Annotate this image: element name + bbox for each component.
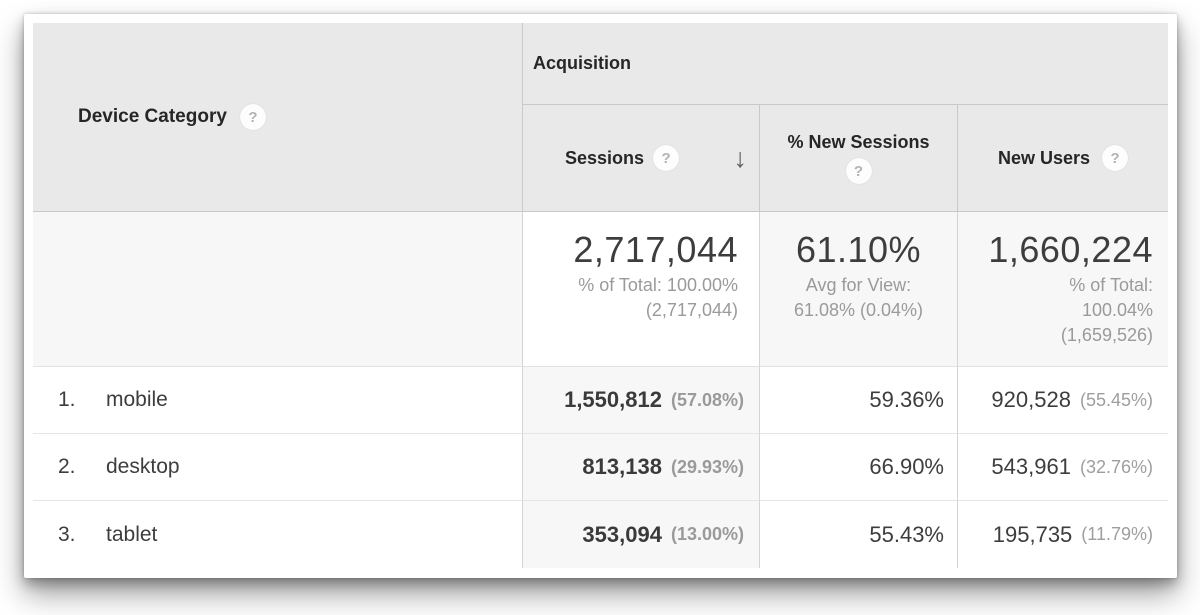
help-icon[interactable]: ? [239, 104, 266, 130]
table-row-device-mobile[interactable]: 1. mobile [33, 367, 523, 434]
analytics-table-card: Device Category ? Acquisition Sessions ?… [24, 14, 1177, 578]
sessions-value: 813,138 [582, 454, 662, 479]
device-category-table: Device Category ? Acquisition Sessions ?… [33, 23, 1168, 568]
sessions-header-label: Sessions [565, 147, 645, 168]
new-users-note-line2: 100.04% [1081, 300, 1153, 320]
new-users-value: 920,528 [991, 387, 1071, 412]
acquisition-header-label: Acquisition [533, 53, 631, 73]
group-header-acquisition: Acquisition [523, 23, 1168, 105]
percent-new-sessions-value: 55.43% [869, 521, 944, 547]
summary-dimension-cell [33, 212, 523, 367]
column-header-percent-new-sessions[interactable]: % New Sessions ? [760, 105, 958, 212]
sessions-share: (29.93%) [670, 456, 744, 477]
sessions-value: 1,550,812 [564, 387, 662, 412]
summary-sessions-cell: 2,717,044 % of Total: 100.00% (2,717,044… [523, 212, 760, 367]
new-users-share: (55.45%) [1079, 389, 1153, 410]
row-rank: 1. [58, 388, 76, 411]
new-users-total-value: 1,660,224 [988, 229, 1153, 270]
percent-new-sessions-cell: 55.43% [760, 501, 958, 568]
percent-new-sessions-value: 66.90% [869, 454, 944, 479]
table-row-device-desktop[interactable]: 2. desktop [33, 434, 523, 501]
sessions-share: (13.00%) [670, 524, 744, 544]
new-users-note-line1: % of Total: [1069, 275, 1153, 295]
percent-new-sessions-avg-value: 61.10% [795, 229, 922, 270]
sessions-cell: 1,550,812 (57.08%) [523, 367, 760, 434]
sessions-total-note-line2: (2,717,044) [645, 300, 738, 320]
percent-new-sessions-cell: 59.36% [760, 367, 958, 434]
new-users-value: 543,961 [991, 454, 1071, 479]
new-users-value: 195,735 [992, 521, 1073, 547]
new-users-share: (32.76%) [1079, 456, 1153, 477]
percent-new-sessions-header-label: % New Sessions [787, 132, 930, 152]
new-users-cell: 543,961 (32.76%) [958, 434, 1168, 501]
help-icon[interactable]: ? [653, 145, 680, 171]
help-icon[interactable]: ? [1102, 145, 1129, 171]
sessions-total-note-line1: % of Total: 100.00% [578, 275, 738, 295]
sessions-cell: 353,094 (13.00%) [523, 501, 760, 568]
column-header-sessions[interactable]: Sessions ? ↓ [523, 105, 760, 212]
percent-new-sessions-note-line2: 61.08% (0.04%) [793, 300, 924, 320]
sessions-total-value: 2,717,044 [573, 229, 738, 270]
new-users-cell: 195,735 (11.79%) [958, 501, 1168, 568]
row-rank: 3. [58, 522, 76, 546]
percent-new-sessions-note-line1: Avg for View: [805, 275, 912, 295]
new-users-note-line3: (1,659,526) [1060, 325, 1153, 345]
device-label[interactable]: desktop [106, 455, 180, 478]
percent-new-sessions-cell: 66.90% [760, 434, 958, 501]
sessions-cell: 813,138 (29.93%) [523, 434, 760, 501]
summary-percent-new-sessions-cell: 61.10% Avg for View: 61.08% (0.04%) [760, 212, 958, 367]
table-row-device-tablet[interactable]: 3. tablet [33, 501, 523, 568]
device-label[interactable]: tablet [106, 522, 158, 546]
new-users-header-label: New Users [997, 147, 1091, 168]
sessions-value: 353,094 [582, 521, 662, 547]
new-users-share: (11.79%) [1081, 524, 1153, 544]
row-rank: 2. [58, 455, 76, 478]
new-users-cell: 920,528 (55.45%) [958, 367, 1168, 434]
device-label[interactable]: mobile [106, 388, 168, 411]
device-category-header-label: Device Category [78, 106, 227, 127]
sessions-share: (57.08%) [670, 389, 744, 410]
column-header-device-category[interactable]: Device Category ? [33, 23, 523, 212]
sort-descending-icon: ↓ [733, 142, 748, 173]
column-header-new-users[interactable]: New Users ? [958, 105, 1168, 212]
percent-new-sessions-value: 59.36% [869, 387, 944, 412]
summary-new-users-cell: 1,660,224 % of Total: 100.04% (1,659,526… [958, 212, 1168, 367]
help-icon[interactable]: ? [845, 158, 872, 184]
